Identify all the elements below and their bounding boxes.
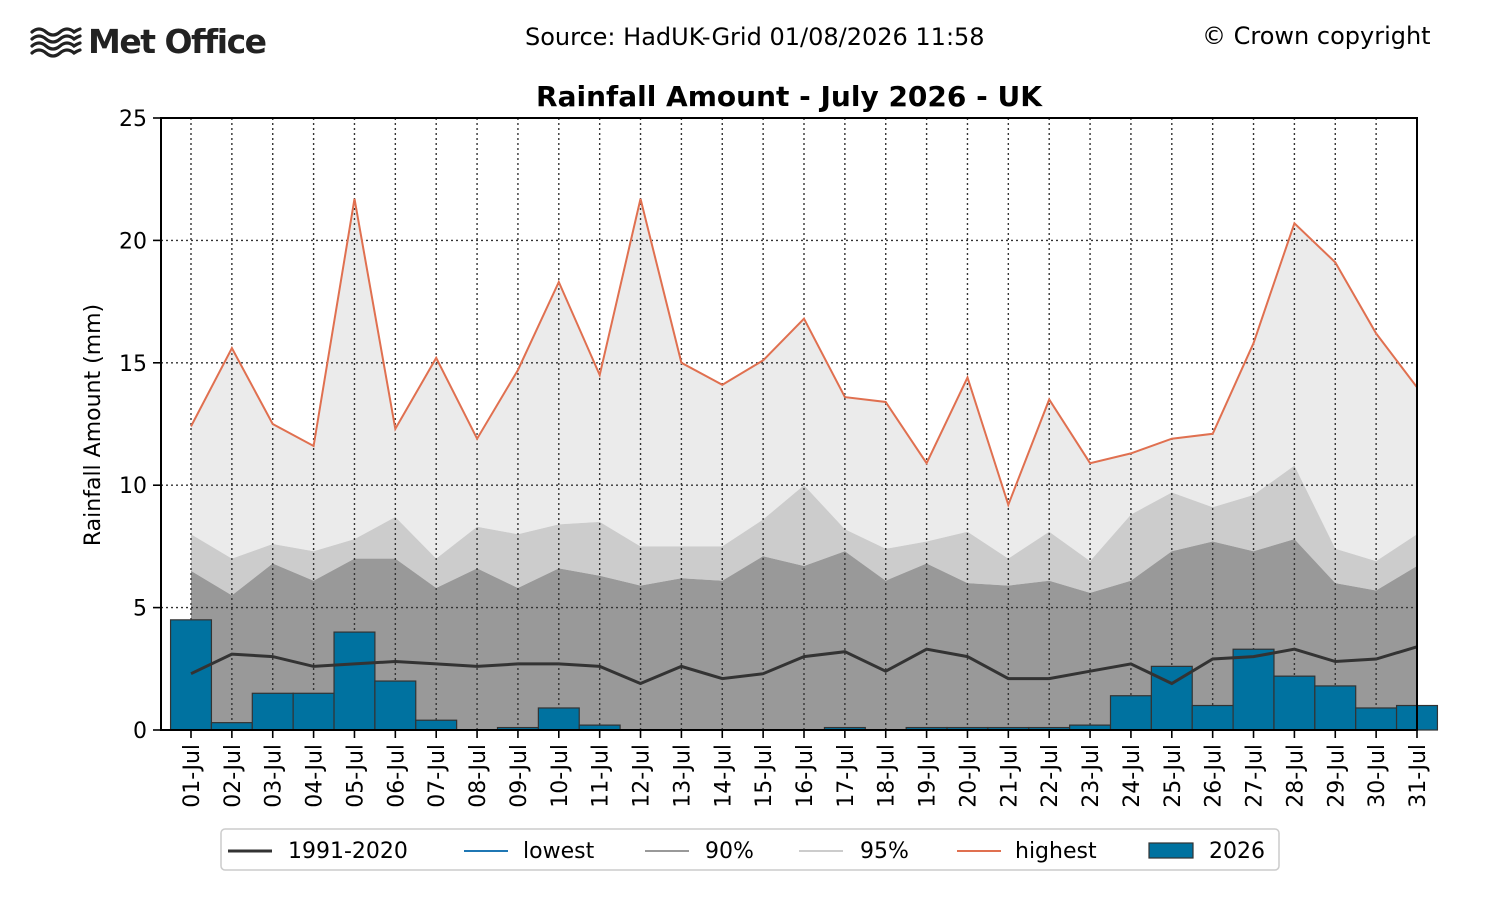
bar-2026 bbox=[1273, 675, 1316, 731]
x-axis: 01-Jul 02-Jul 03-Jul 04-Jul 05-Jul 06-Jul 07-J… bbox=[180, 730, 1431, 808]
x-tick-label: 15-Jul bbox=[752, 744, 777, 808]
y-axis: 0 5 10 15 20 25 bbox=[119, 107, 161, 744]
legend: 1991-2020 lowest 90% 95% highest 2026 bbox=[220, 828, 1280, 871]
x-tick-label: 26-Jul bbox=[1202, 744, 1227, 808]
x-tick-label: 20-Jul bbox=[957, 744, 982, 808]
x-tick-label: 14-Jul bbox=[711, 744, 736, 808]
line-highest bbox=[190, 198, 1418, 508]
plot-frame bbox=[160, 117, 1418, 731]
copyright-label: © Crown copyright bbox=[1202, 22, 1431, 50]
y-tick-label: 0 bbox=[133, 719, 147, 744]
x-tick-label: 08-Jul bbox=[466, 744, 491, 808]
x-tick-label: 11-Jul bbox=[589, 744, 614, 808]
legend-label: 1991-2020 bbox=[288, 839, 408, 864]
grid-lines bbox=[161, 118, 1418, 730]
x-tick-label: 10-Jul bbox=[548, 744, 573, 808]
x-tick-label: 09-Jul bbox=[507, 744, 532, 808]
y-tick-label: 25 bbox=[119, 107, 147, 132]
area-95-band bbox=[191, 465, 1417, 596]
waves-icon bbox=[30, 26, 82, 58]
x-tick-label: 24-Jul bbox=[1120, 744, 1145, 808]
bar-2026 bbox=[1355, 707, 1398, 731]
x-tick-label: 13-Jul bbox=[670, 744, 695, 808]
x-tick-label: 19-Jul bbox=[916, 744, 941, 808]
bar-2026 bbox=[1314, 685, 1357, 731]
bar-2026 bbox=[537, 707, 580, 731]
legend-label: lowest bbox=[523, 839, 595, 864]
x-tick-label: 23-Jul bbox=[1079, 744, 1104, 808]
x-tick-label: 29-Jul bbox=[1324, 744, 1349, 808]
plot-border bbox=[160, 117, 1418, 731]
bar-2026 bbox=[415, 719, 458, 731]
x-tick-label: 12-Jul bbox=[630, 744, 655, 808]
legend-label: highest bbox=[1015, 839, 1097, 864]
x-tick-label: 01-Jul bbox=[180, 744, 205, 808]
bar-2026 bbox=[251, 692, 294, 731]
x-tick-label: 06-Jul bbox=[384, 744, 409, 808]
x-tick-label: 17-Jul bbox=[834, 744, 859, 808]
x-tick-label: 30-Jul bbox=[1365, 744, 1390, 808]
source-label: Source: HadUK-Grid 01/08/2026 11:58 bbox=[525, 23, 985, 51]
x-tick-label: 27-Jul bbox=[1243, 744, 1268, 808]
bar-2026 bbox=[210, 722, 253, 731]
x-tick-label: 05-Jul bbox=[344, 744, 369, 808]
x-tick-label: 18-Jul bbox=[875, 744, 900, 808]
x-tick-label: 31-Jul bbox=[1406, 744, 1431, 808]
x-tick-label: 21-Jul bbox=[997, 744, 1022, 808]
legend-label: 95% bbox=[860, 839, 909, 864]
legend-label: 90% bbox=[705, 839, 754, 864]
y-tick-label: 5 bbox=[133, 597, 147, 622]
x-tick-label: 22-Jul bbox=[1038, 744, 1063, 808]
legend-swatch bbox=[1148, 842, 1194, 859]
x-tick-label: 03-Jul bbox=[262, 744, 287, 808]
x-tick-label: 02-Jul bbox=[221, 744, 246, 808]
bar-2026 bbox=[374, 680, 417, 731]
y-tick-label: 10 bbox=[119, 474, 147, 499]
bar-2026 bbox=[333, 631, 376, 731]
legend-box bbox=[220, 828, 1280, 871]
bar-2026 bbox=[1109, 695, 1152, 731]
met-office-logo: Met Office bbox=[30, 22, 267, 61]
x-tick-label: 04-Jul bbox=[303, 744, 328, 808]
logo-text: Met Office bbox=[88, 22, 267, 61]
x-tick-label: 25-Jul bbox=[1161, 744, 1186, 808]
x-tick-label: 07-Jul bbox=[425, 744, 450, 808]
legend-label: 2026 bbox=[1209, 839, 1265, 864]
x-tick-label: 28-Jul bbox=[1283, 744, 1308, 808]
chart-title: Rainfall Amount - July 2026 - UK bbox=[536, 80, 1042, 113]
bar-2026 bbox=[169, 619, 213, 731]
y-axis-label: Rainfall Amount (mm) bbox=[81, 304, 106, 546]
bar-2026 bbox=[1191, 704, 1234, 731]
bar-2026 bbox=[1232, 648, 1275, 731]
y-tick-label: 20 bbox=[119, 229, 147, 254]
line-1991-2020 bbox=[190, 645, 1418, 686]
y-tick-label: 15 bbox=[119, 352, 147, 377]
x-tick-label: 16-Jul bbox=[793, 744, 818, 808]
bar-2026 bbox=[292, 692, 335, 731]
